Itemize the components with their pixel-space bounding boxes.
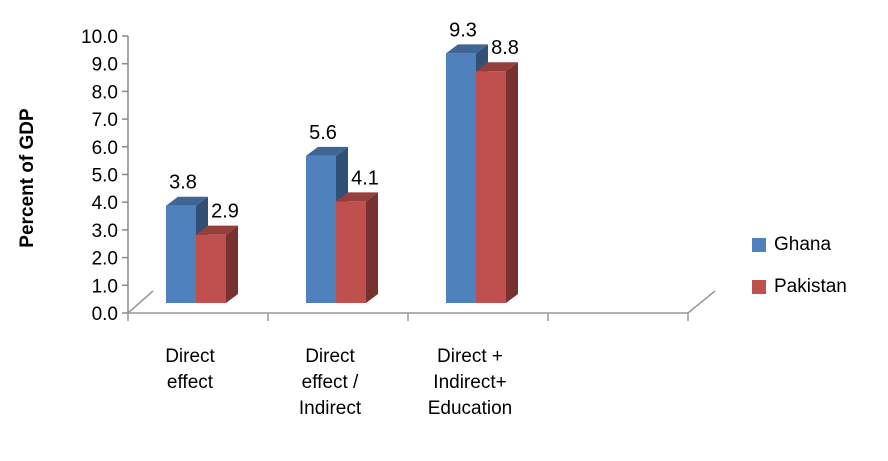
- data-label-ghana-0: 3.8: [169, 172, 197, 194]
- y-tick-label: 9.0: [92, 55, 118, 76]
- y-tick-label: 2.0: [92, 249, 118, 270]
- y-tick-label: 7.0: [92, 110, 118, 131]
- y-tick-label: 6.0: [92, 138, 118, 159]
- chart-data-labels: 3.8 5.6 9.3 2.9 4.1 8.8: [169, 19, 519, 222]
- bar-pakistan-1: [336, 192, 378, 303]
- legend-swatch-ghana: [752, 238, 766, 252]
- legend-item-pakistan: Pakistan: [752, 274, 847, 300]
- data-label-pakistan-0: 2.9: [211, 201, 239, 223]
- y-tick-label: 0.0: [92, 304, 118, 325]
- chart-axes: 0.0 1.0 2.0 3.0 4.0 5.0 6.0 7.0 8.0 9.0 10.0: [81, 27, 716, 325]
- data-label-ghana-1: 5.6: [309, 122, 337, 144]
- bar-pakistan-2: [476, 62, 518, 304]
- x-category-label-0: Direct effect: [165, 346, 215, 393]
- floor-left-edge: [127, 290, 154, 314]
- legend-label-ghana: Ghana: [774, 234, 832, 255]
- legend: Ghana Pakistan: [752, 232, 847, 316]
- chart-bars: [166, 44, 518, 304]
- y-tick-label: 10.0: [81, 27, 118, 48]
- y-tick-label: 5.0: [92, 166, 118, 187]
- y-tick-label: 1.0: [92, 276, 118, 297]
- y-tick-label: 4.0: [92, 193, 118, 214]
- y-axis-label: Percent of GDP: [17, 108, 38, 248]
- x-category-label-1: Direct effect / Indirect: [298, 346, 362, 419]
- bar-pakistan-0: [196, 225, 238, 303]
- y-tick-label: 3.0: [92, 221, 118, 242]
- legend-swatch-pakistan: [752, 280, 766, 294]
- y-tick-label: 8.0: [92, 82, 118, 103]
- data-label-ghana-2: 9.3: [449, 19, 477, 41]
- floor-right-edge: [687, 290, 716, 314]
- x-category-label-2: Direct + Indirect+ Education: [427, 346, 513, 419]
- legend-label-pakistan: Pakistan: [774, 276, 847, 297]
- data-label-pakistan-2: 8.8: [491, 37, 519, 59]
- data-label-pakistan-1: 4.1: [351, 167, 379, 189]
- legend-item-ghana: Ghana: [752, 232, 847, 258]
